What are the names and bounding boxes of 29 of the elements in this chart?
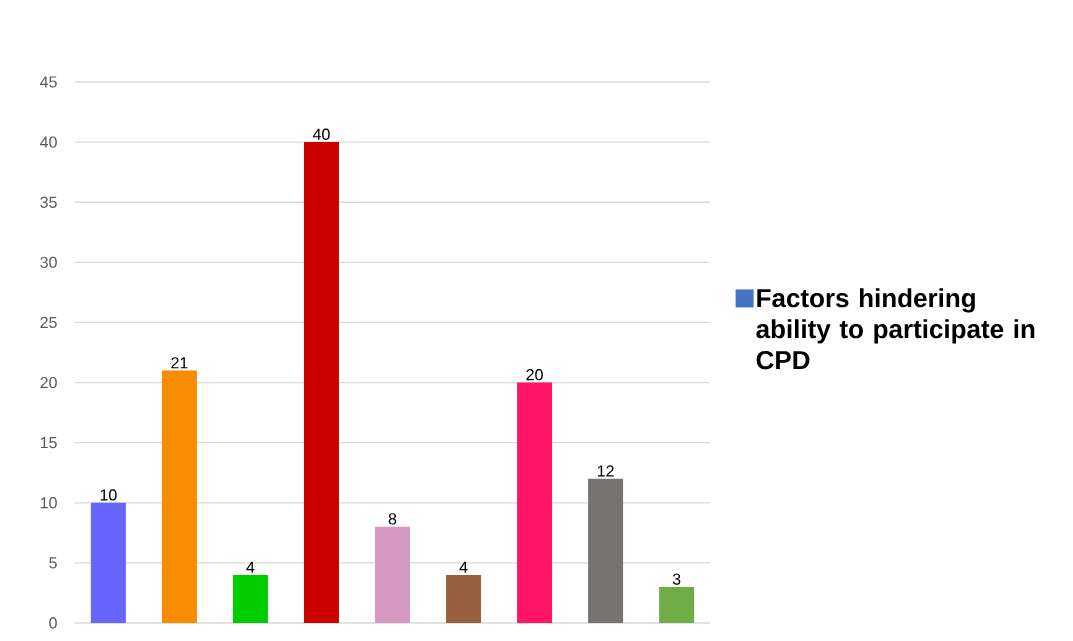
y-tick-label: 5 — [49, 557, 57, 569]
y-tick-label: 10 — [40, 497, 57, 509]
y-tick-label: 20 — [40, 376, 57, 389]
y-tick-label: 25 — [40, 316, 57, 329]
bar — [161, 370, 197, 623]
bar — [517, 382, 553, 623]
text: Factors hindering ability to participate in CPD — [756, 288, 1035, 370]
bar — [90, 502, 126, 623]
bar — [588, 478, 624, 623]
data-label: 4 — [246, 561, 255, 573]
y-tick-label: 30 — [40, 256, 57, 268]
data-label: 20 — [526, 369, 543, 381]
bar — [232, 574, 268, 623]
data-label: 12 — [597, 465, 614, 477]
data-label: 3 — [672, 573, 681, 585]
y-tick-label: 40 — [40, 136, 57, 148]
data-label: 4 — [459, 561, 468, 573]
bar — [659, 586, 695, 623]
data-label: 10 — [100, 489, 117, 501]
data-label: 8 — [388, 513, 397, 525]
y-tick-label: 35 — [40, 196, 57, 208]
y-tick-label: 0 — [49, 617, 57, 629]
bar — [303, 142, 339, 623]
data-label: 21 — [171, 357, 188, 369]
bar — [375, 526, 411, 623]
data-label: 40 — [312, 128, 330, 140]
y-tick-label: 45 — [40, 76, 57, 88]
bar — [446, 574, 482, 623]
y-tick-label: 15 — [40, 437, 57, 449]
